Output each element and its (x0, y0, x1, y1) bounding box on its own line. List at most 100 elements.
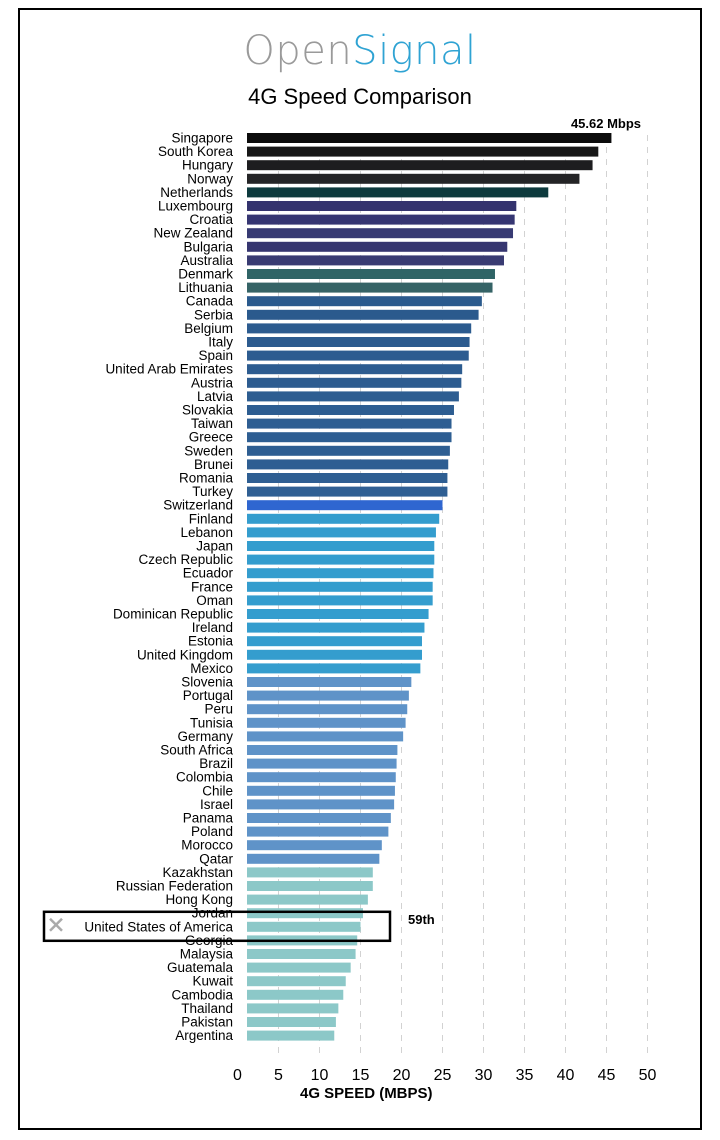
category-label: Spain (198, 348, 233, 363)
bar (247, 541, 435, 551)
bar (247, 282, 493, 293)
x-tick-label: 0 (233, 1067, 242, 1084)
category-label: New Zealand (153, 226, 233, 241)
bar (247, 377, 462, 388)
category-label: Russian Federation (116, 879, 233, 894)
bar (247, 649, 422, 660)
category-label: Hong Kong (165, 892, 233, 907)
bar (247, 758, 397, 769)
bar (247, 500, 443, 511)
category-label: Pakistan (181, 1015, 233, 1030)
x-tick-label: 50 (639, 1067, 657, 1084)
category-label: Switzerland (163, 498, 233, 513)
bar (247, 418, 452, 429)
category-label: Norway (187, 171, 233, 186)
rank-label: 59th (408, 912, 435, 927)
bar (247, 309, 479, 320)
category-label: Chile (202, 783, 233, 798)
bar (247, 663, 421, 674)
category-label: Dominican Republic (113, 607, 233, 622)
x-tick-label: 20 (393, 1067, 411, 1084)
category-label: Germany (177, 729, 233, 744)
bar (247, 921, 361, 932)
bar (247, 432, 452, 443)
bar (247, 690, 409, 701)
bar (247, 785, 395, 796)
bar (247, 527, 436, 538)
category-label: France (191, 579, 233, 594)
category-label: Finland (189, 511, 233, 526)
category-label: Sweden (184, 443, 233, 458)
bar (247, 473, 448, 483)
category-label: Denmark (178, 267, 233, 282)
bar (247, 840, 382, 851)
category-label: Poland (191, 824, 233, 839)
category-label: Colombia (176, 770, 234, 785)
bar (247, 337, 470, 347)
category-label: United Arab Emirates (105, 362, 233, 377)
x-tick-label: 10 (311, 1067, 329, 1084)
bar (247, 554, 435, 565)
bar (247, 853, 380, 864)
bar (247, 173, 580, 184)
chart-title: 4G Speed Comparison (248, 84, 472, 109)
category-label: Canada (186, 294, 234, 309)
category-label: Brunei (194, 457, 233, 472)
bar (247, 799, 395, 810)
category-label: Israel (200, 797, 233, 812)
bar (247, 867, 373, 878)
bar (247, 894, 368, 905)
logo-text-open: Open (243, 28, 353, 74)
bar (247, 1030, 335, 1041)
category-label: Singapore (171, 131, 233, 146)
bar (247, 160, 593, 171)
bar (247, 269, 495, 279)
bar (247, 459, 449, 470)
category-label: Greece (189, 430, 233, 445)
category-label: Mexico (190, 661, 233, 676)
bar (247, 677, 412, 687)
category-label: Latvia (197, 389, 234, 404)
x-tick-label: 5 (274, 1067, 283, 1084)
bar (247, 745, 398, 755)
category-label: Morocco (181, 838, 233, 853)
bar (247, 1017, 336, 1027)
category-label: Estonia (188, 634, 234, 649)
category-label: Slovakia (182, 403, 234, 418)
x-tick-label: 40 (557, 1067, 575, 1084)
category-label: Ecuador (183, 566, 234, 581)
bar (247, 1003, 339, 1014)
category-label: Bulgaria (183, 239, 233, 254)
bar (247, 622, 425, 633)
category-label: Belgium (184, 321, 233, 336)
category-label: Cambodia (171, 987, 233, 1002)
logo-text-signal: Signal (352, 28, 477, 74)
category-label: Oman (196, 593, 233, 608)
category-label: Lebanon (180, 525, 233, 540)
category-label: United States of America (84, 919, 233, 934)
highlight-box (42, 910, 392, 943)
bar (247, 187, 549, 198)
category-label: Netherlands (160, 185, 233, 200)
category-label: Japan (196, 539, 233, 554)
bar (247, 241, 508, 252)
x-tick-label: 35 (516, 1067, 534, 1084)
category-label: Thailand (181, 1001, 233, 1016)
bar (247, 949, 356, 959)
x-tick-label: 45 (598, 1067, 616, 1084)
bar (247, 826, 389, 837)
bar (247, 350, 469, 361)
category-label: Kuwait (192, 974, 233, 989)
bar (247, 609, 429, 619)
x-tick-label: 30 (475, 1067, 493, 1084)
bar (247, 513, 440, 524)
bar (247, 214, 515, 225)
category-label: Ireland (192, 620, 233, 635)
category-label: Austria (191, 375, 234, 390)
category-label: Jordan (192, 906, 233, 921)
bar (247, 731, 404, 742)
bar (247, 976, 346, 987)
category-label: Italy (208, 335, 233, 350)
category-label: Hungary (182, 158, 233, 173)
